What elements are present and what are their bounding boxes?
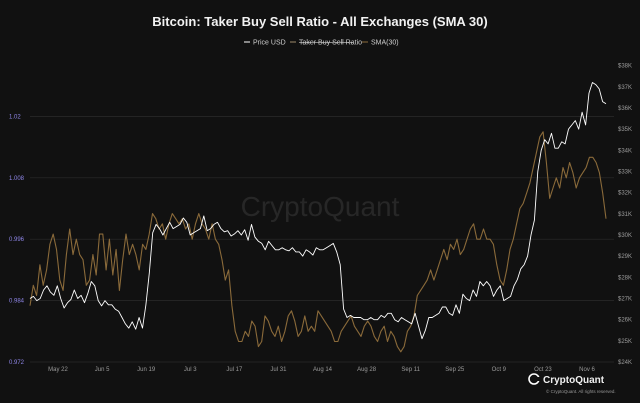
y-right-tick-label: $30K xyxy=(618,233,632,239)
y-left-tick-label: 0.996 xyxy=(9,237,25,243)
brand-logo: CryptoQuant © CryptoQuant. All rights re… xyxy=(528,373,616,394)
y-right-tick-label: $38K xyxy=(618,64,632,70)
y-right-tick-label: $34K xyxy=(618,148,632,154)
legend-item-price[interactable]: Price USD xyxy=(244,40,286,47)
y-right-tick-label: $28K xyxy=(618,275,632,281)
x-tick-label: Jul 17 xyxy=(226,367,243,373)
y-right-tick-label: $27K xyxy=(618,296,632,302)
y-left-tick-label: 0.972 xyxy=(9,360,25,366)
legend-label-sma: SMA(30) xyxy=(371,40,399,47)
y-right-tick-label: $32K xyxy=(618,191,632,197)
y-right-tick-label: $29K xyxy=(618,254,632,260)
legend-item-taker-ratio[interactable]: Taker Buy Sell Ratio xyxy=(290,40,362,47)
legend-item-sma[interactable]: SMA(30) xyxy=(362,40,399,47)
x-tick-label: Jun 19 xyxy=(137,367,156,373)
y-axis-right: $24K $25K $26K $27K $28K $29K $30K $31K $32K $33K… xyxy=(618,64,632,366)
y-right-tick-label: $26K xyxy=(618,318,632,324)
legend: Price USD Taker Buy Sell Ratio SMA(30) xyxy=(244,40,399,47)
y-axis-left: 0.972 0.984 0.996 1.008 1.02 xyxy=(9,114,25,366)
series-lines xyxy=(29,82,607,353)
y-right-tick-label: $36K xyxy=(618,106,632,112)
x-tick-label: May 22 xyxy=(48,367,68,373)
series-line-price xyxy=(29,82,607,340)
brand-copyright: © CryptoQuant. All rights reserved. xyxy=(546,388,616,394)
y-right-tick-label: $25K xyxy=(618,339,632,345)
y-right-tick-label: $37K xyxy=(618,85,632,91)
y-left-tick-label: 1.008 xyxy=(9,176,25,182)
series-line-sma xyxy=(29,131,607,353)
legend-label-taker-ratio: Taker Buy Sell Ratio xyxy=(299,40,362,47)
brand-name: CryptoQuant xyxy=(543,375,605,386)
chart-title: Bitcoin: Taker Buy Sell Ratio - All Exch… xyxy=(152,14,487,29)
x-tick-label: Sep 25 xyxy=(445,367,465,373)
x-axis: May 22 Jun 5 Jun 19 Jul 3 Jul 17 Jul 31 Aug 14… xyxy=(48,367,595,373)
x-tick-label: Sep 11 xyxy=(401,367,420,373)
y-right-tick-label: $24K xyxy=(618,360,632,366)
brand-logo-icon-gap xyxy=(537,377,540,381)
x-tick-label: Oct 23 xyxy=(534,367,552,373)
y-right-tick-label: $31K xyxy=(618,212,632,218)
y-left-tick-label: 1.02 xyxy=(9,114,21,120)
x-tick-label: Nov 6 xyxy=(579,367,595,373)
x-tick-label: Jul 31 xyxy=(270,367,287,373)
y-right-tick-label: $33K xyxy=(618,169,632,175)
x-tick-label: Aug 28 xyxy=(357,367,377,373)
y-left-tick-label: 0.984 xyxy=(9,299,25,305)
x-tick-label: Aug 14 xyxy=(313,367,333,373)
legend-label-price: Price USD xyxy=(253,40,286,47)
watermark: CryptoQuant xyxy=(241,191,400,222)
x-tick-label: Jun 5 xyxy=(95,367,110,373)
y-right-tick-label: $35K xyxy=(618,127,632,133)
x-tick-label: Jul 3 xyxy=(184,367,197,373)
x-tick-label: Oct 9 xyxy=(492,367,507,373)
